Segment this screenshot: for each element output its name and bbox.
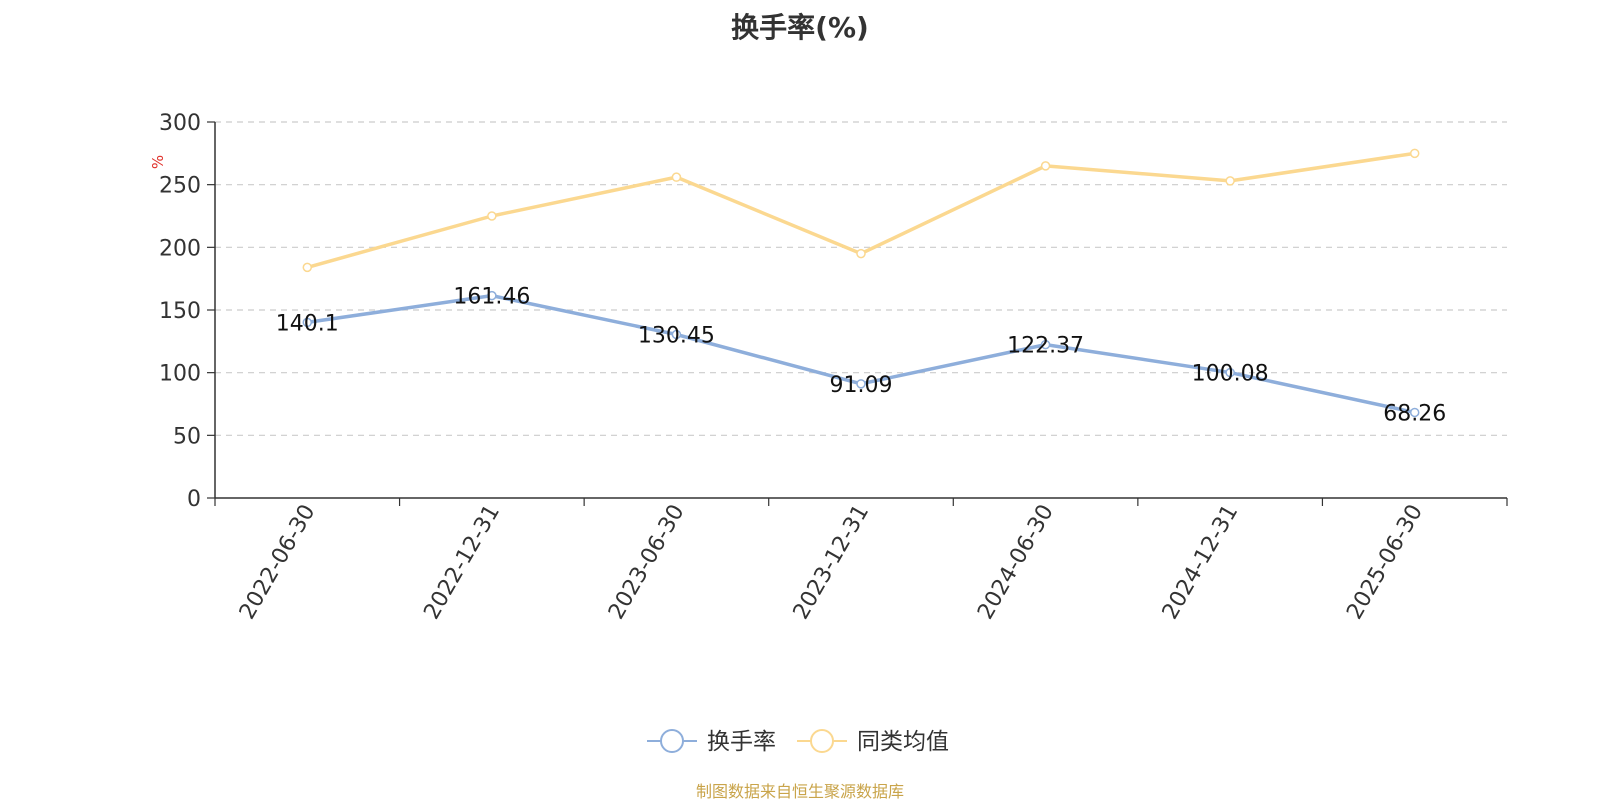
data-point[interactable] (302, 262, 313, 273)
data-point[interactable] (1225, 367, 1235, 378)
y-axis-label: % (149, 155, 167, 169)
line-chart: 0 50 100 150 200 250 300% 2022-06-30 2022-12-31 2… (149, 111, 1508, 755)
y-tick-label: 100 (159, 362, 201, 387)
x-tick-label: 2024-12-31 (1158, 501, 1244, 624)
x-tick-label: 2025-06-30 (1342, 501, 1428, 624)
data-point[interactable] (302, 317, 313, 328)
data-point[interactable] (671, 329, 682, 340)
data-label: 161.46 (453, 285, 530, 310)
legend-swatch-marker (660, 729, 684, 753)
y-tick-label: 0 (187, 487, 201, 512)
y-tick-label: 300 (159, 111, 201, 136)
data-label: 130.45 (638, 324, 715, 349)
data-point[interactable] (1409, 148, 1420, 159)
y-tick-label: 50 (173, 424, 201, 449)
data-point[interactable] (856, 248, 866, 259)
x-tick-label: 2022-06-30 (235, 501, 321, 624)
data-label: 100.08 (1192, 362, 1269, 387)
data-point[interactable] (856, 379, 866, 389)
data-point[interactable] (487, 211, 497, 221)
x-tick-label: 2023-12-31 (789, 501, 875, 624)
data-point[interactable] (1225, 176, 1235, 186)
x-tick-label: 2022-12-31 (419, 501, 505, 624)
x-tick-label: 2023-06-30 (604, 501, 690, 624)
data-label: 68.26 (1383, 401, 1446, 426)
x-tick-label: 2024-06-30 (973, 501, 1059, 624)
data-point[interactable] (1040, 161, 1051, 171)
y-tick-label: 200 (159, 236, 201, 261)
y-tick-label: 250 (159, 174, 201, 199)
data-point[interactable] (1409, 407, 1420, 418)
data-source-note: 制图数据来自恒生聚源数据库 (695, 782, 904, 801)
data-label: 140.1 (276, 311, 339, 336)
data-point[interactable] (1040, 339, 1051, 350)
data-point[interactable] (487, 290, 497, 301)
data-label: 122.37 (1007, 334, 1084, 359)
legend-swatch-marker (810, 729, 834, 753)
data-point[interactable] (671, 172, 682, 182)
legend-label[interactable]: 同类均值 (857, 729, 949, 755)
y-tick-label: 150 (159, 299, 201, 324)
chart-title: 换手率(%) (731, 11, 869, 44)
data-label: 91.09 (830, 373, 893, 398)
legend-label[interactable]: 换手率 (707, 729, 776, 755)
